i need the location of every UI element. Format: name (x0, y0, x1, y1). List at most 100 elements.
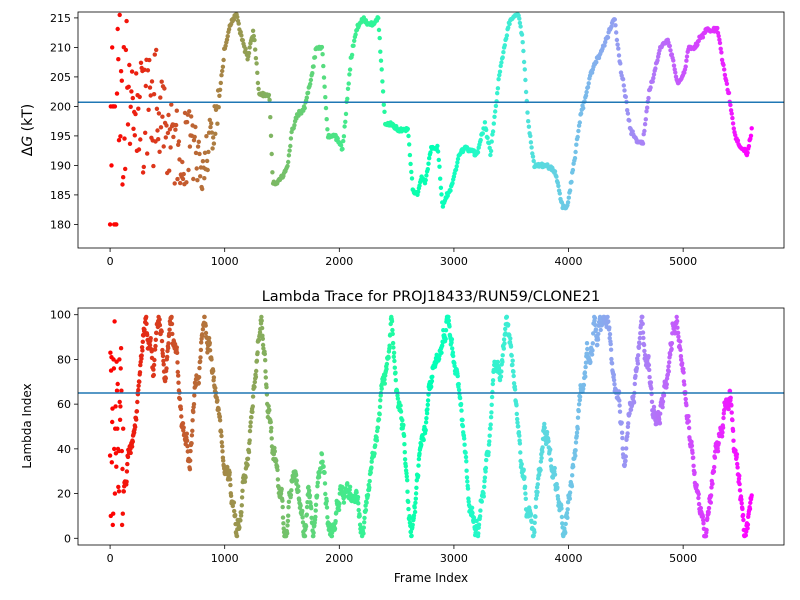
lambda-point (459, 408, 464, 413)
dg-point (353, 32, 358, 37)
dg-point (154, 47, 159, 53)
dg-point (507, 21, 512, 27)
lambda-point (264, 385, 269, 390)
lambda-point (683, 396, 688, 402)
lambda-point (160, 353, 166, 359)
lambda-point (709, 485, 714, 490)
lambda-point (715, 449, 721, 454)
lambda-point (322, 470, 327, 475)
dg-point (552, 169, 558, 174)
lambda-point (405, 478, 410, 483)
lambda-point (744, 529, 749, 534)
lambda-point (118, 404, 123, 409)
lambda-point (585, 346, 590, 352)
lambda-point (582, 370, 588, 375)
lambda-point (402, 457, 408, 462)
dg-point (450, 181, 455, 186)
lambda-point (361, 525, 366, 530)
lambda-point (237, 525, 242, 530)
lambda-point (455, 373, 460, 379)
lambda-point (721, 411, 726, 416)
lambda-point (464, 459, 469, 464)
lambda-point (698, 505, 703, 511)
dg-point (653, 66, 658, 71)
lambda-point (694, 482, 699, 488)
dg-point (506, 25, 511, 30)
lambda-point (377, 412, 382, 417)
dg-point (417, 183, 422, 188)
lambda-point (658, 411, 663, 416)
lambda-point (392, 365, 397, 370)
lambda-point (409, 533, 414, 538)
dg-point (325, 127, 330, 132)
lambda-point (151, 362, 157, 368)
lambda-point (458, 401, 464, 407)
lambda-point (116, 484, 121, 490)
dg-point (746, 144, 752, 149)
lambda-point (200, 327, 206, 332)
lambda-point (730, 417, 735, 423)
dg-point (425, 167, 430, 172)
lambda-point (151, 367, 156, 372)
lambda-point (533, 504, 538, 510)
lambda-point (546, 439, 551, 444)
lambda-point (712, 464, 717, 470)
lambda-point (117, 357, 122, 362)
lambda-point (436, 356, 442, 362)
dg-point (216, 105, 221, 110)
lambda-point (464, 475, 470, 480)
lambda-point (239, 503, 244, 508)
lambda-point (121, 426, 126, 431)
lambda-point (263, 358, 268, 363)
lambda-point (199, 340, 204, 345)
dg-point (526, 119, 531, 124)
lambda-point (706, 505, 712, 511)
lambda-point (743, 533, 748, 538)
dg-point (409, 169, 414, 175)
lambda-point (404, 474, 409, 479)
lambda-point (176, 373, 181, 378)
dg-point (267, 97, 272, 103)
lambda-point (476, 531, 481, 536)
lambda-point (406, 506, 411, 512)
dg-point (436, 157, 441, 163)
dg-point (174, 108, 179, 113)
lambda-point (133, 424, 138, 430)
lambda-point (363, 508, 369, 513)
lambda-point (516, 430, 522, 435)
dg-point (165, 130, 171, 136)
dg-point (484, 127, 489, 133)
lambda-point (490, 378, 496, 383)
y-tick-label: 100 (50, 309, 71, 322)
dg-point (721, 62, 726, 68)
dg-point (671, 63, 677, 68)
dg-point (493, 103, 499, 109)
top-panel: 0 1000 2000 3000 4000 5000 180 185 190 195 200 205… (20, 11, 785, 268)
lambda-point (311, 533, 316, 539)
dg-point (489, 139, 494, 144)
lambda-point (523, 496, 528, 501)
lambda-point (548, 447, 553, 452)
lambda-point (720, 425, 726, 430)
lambda-point (747, 506, 753, 512)
lambda-point (609, 356, 614, 362)
dg-point (605, 35, 611, 40)
dg-point (177, 157, 182, 162)
lambda-point (281, 526, 286, 531)
lambda-point (450, 346, 455, 351)
dg-point (192, 134, 197, 140)
lambda-point (573, 448, 578, 453)
dg-point (488, 152, 493, 158)
lambda-point (119, 448, 125, 454)
dg-point (627, 118, 632, 123)
lambda-point (219, 433, 224, 439)
dg-point (304, 95, 309, 100)
dg-point (749, 126, 754, 131)
lambda-point (700, 514, 706, 519)
dg-point (609, 24, 614, 29)
dg-point (407, 142, 412, 147)
lambda-point (640, 321, 645, 326)
dg-point (191, 138, 197, 143)
lambda-point (631, 394, 636, 399)
lambda-point (153, 343, 158, 349)
